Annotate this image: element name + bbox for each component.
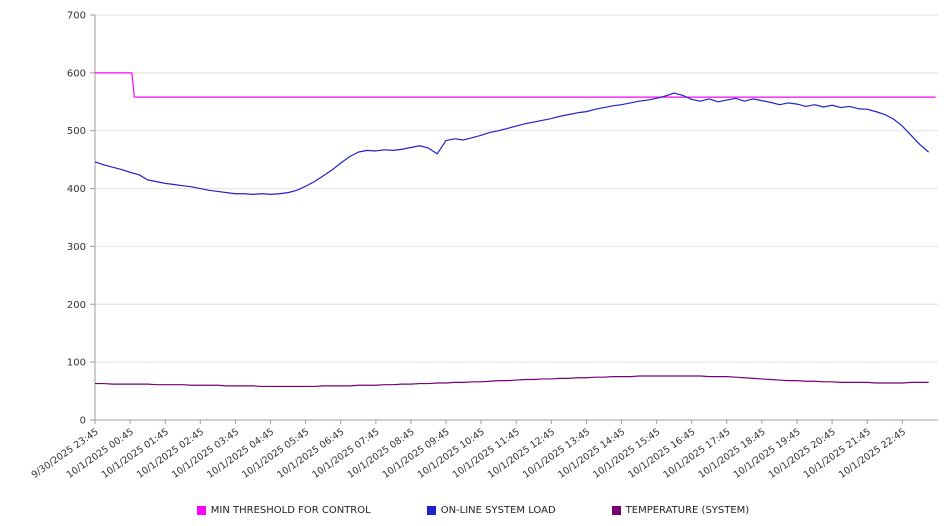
legend-swatch-icon <box>426 505 436 515</box>
legend-swatch-icon <box>611 505 621 515</box>
y-tick-label: 700 <box>67 11 86 22</box>
series-line <box>94 92 930 195</box>
legend-label: TEMPERATURE (SYSTEM) <box>625 504 750 516</box>
series-line <box>95 375 929 388</box>
series-line <box>95 72 936 98</box>
y-tick-label: 200 <box>67 300 86 311</box>
legend-label: MIN THRESHOLD FOR CONTROL <box>210 504 371 516</box>
legend-item: TEMPERATURE (SYSTEM) <box>611 504 750 516</box>
y-tick-label: 100 <box>67 358 86 369</box>
legend-item: MIN THRESHOLD FOR CONTROL <box>196 504 371 516</box>
legend-item: ON-LINE SYSTEM LOAD <box>426 504 556 516</box>
legend-label: ON-LINE SYSTEM LOAD <box>440 504 556 516</box>
legend-swatch-icon <box>196 505 206 515</box>
y-tick-label: 600 <box>67 68 86 79</box>
x-tick-label: 10/1/2025 22:45 <box>837 426 908 480</box>
y-tick-label: 300 <box>67 242 86 253</box>
chart-legend: MIN THRESHOLD FOR CONTROL ON-LINE SYSTEM … <box>0 494 946 526</box>
y-tick-label: 400 <box>67 184 86 195</box>
y-tick-label: 500 <box>67 126 86 137</box>
y-tick-label: 0 <box>80 416 86 427</box>
